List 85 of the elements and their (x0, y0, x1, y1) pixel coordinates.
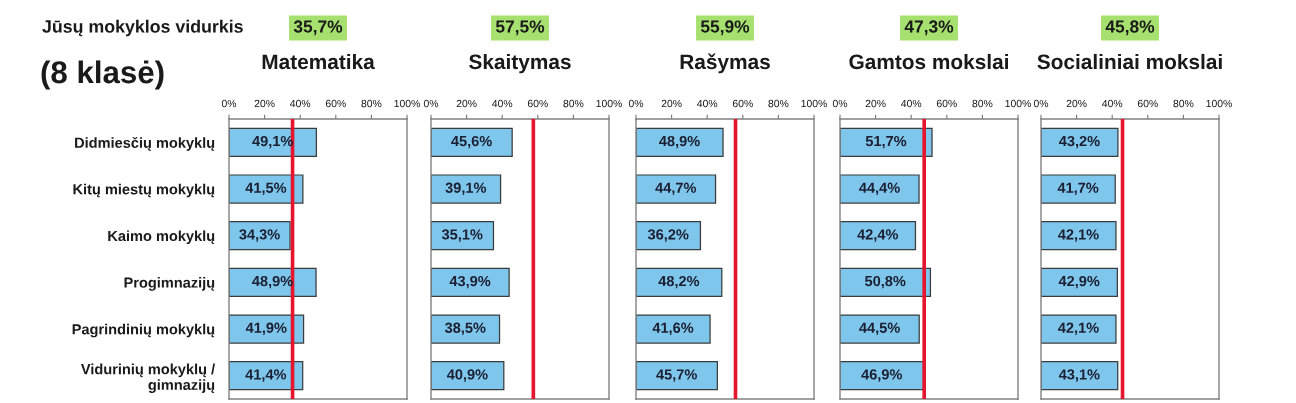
x-tick-label: 60% (325, 99, 346, 108)
bar (636, 267, 723, 297)
x-tick-label: 80% (972, 99, 993, 108)
y-tick-label: Didmiesčių mokyklų (75, 136, 215, 151)
data-label: 42,1% (1058, 229, 1099, 242)
data-label: 41,4% (245, 369, 287, 382)
text: 47,3% (904, 20, 954, 36)
y-tick-label: Pagrindinių mokyklų (72, 323, 215, 338)
x-tick-label: 100% (801, 99, 827, 108)
x-tick-label: 60% (527, 99, 548, 108)
y-tick-label: Vidurinių mokyklų / gimnazijų (80, 363, 215, 393)
data-label: 43,2% (1058, 135, 1100, 149)
chart-title: Socialiniai mokslai (1037, 53, 1222, 70)
x-tick-label: 20% (865, 99, 886, 108)
data-label: 44,7% (655, 182, 697, 196)
x-tick-label: 100% (394, 99, 420, 108)
x-tick-label: 60% (1137, 99, 1158, 108)
x-tick-label: 20% (1066, 99, 1087, 108)
y-tick-label: Kitų miestų mokyklų (73, 183, 215, 198)
data-label: 46,9% (861, 369, 903, 382)
chart-title: Skaitymas (469, 53, 571, 74)
data-label: 44,4% (859, 182, 900, 196)
data-label: 42,1% (1058, 322, 1099, 336)
data-label: 48,9% (659, 135, 700, 149)
data-label: 39,1% (445, 182, 487, 196)
x-tick-label: 40% (1102, 99, 1123, 108)
x-tick-label: 100% (1206, 99, 1232, 108)
x-tick-label: 0% (221, 99, 237, 108)
data-label: 44,5% (859, 322, 900, 336)
y-tick-label: Progimnazijų (124, 277, 215, 291)
bar (636, 127, 724, 157)
data-label: 43,1% (1058, 369, 1100, 382)
data-label: 36,2% (647, 229, 689, 242)
bar (636, 361, 718, 391)
bar (840, 221, 917, 251)
x-tick-label: 100% (596, 99, 622, 108)
x-tick-label: 40% (697, 99, 718, 108)
text: 55,9% (700, 20, 750, 36)
data-label: 45,7% (656, 369, 697, 382)
chart-title: Rašymas (680, 53, 770, 74)
chart-title: Gamtos mokslai (849, 53, 1008, 70)
x-tick-label: 80% (1173, 99, 1194, 108)
x-tick-label: 60% (936, 99, 957, 108)
data-label: 41,5% (245, 182, 287, 196)
data-label: 35,1% (441, 229, 483, 242)
x-tick-label: 0% (628, 99, 644, 108)
chart-title: Matematika (262, 53, 375, 70)
data-label: 40,9% (446, 369, 488, 382)
data-label: 41,9% (245, 322, 287, 336)
bar (840, 174, 920, 204)
bar (636, 314, 711, 344)
x-tick-label: 0% (1033, 99, 1049, 108)
x-tick-label: 80% (563, 99, 584, 108)
data-label: 41,6% (652, 322, 694, 336)
x-tick-label: 40% (290, 99, 311, 108)
data-label: 38,5% (444, 322, 486, 336)
text: (8 klasė) (41, 60, 164, 90)
data-label: 51,7% (865, 135, 907, 149)
x-tick-label: 60% (732, 99, 753, 108)
data-label: 41,7% (1057, 182, 1099, 196)
data-label: 42,4% (857, 229, 899, 242)
text: Jūsų mokyklos vidurkis (42, 19, 243, 37)
text: 35,7% (293, 20, 343, 36)
bar (636, 174, 717, 204)
text: 57,5% (495, 20, 545, 36)
text: 45,8% (1105, 20, 1155, 36)
data-label: 50,8% (864, 275, 906, 289)
data-label: 42,9% (1058, 275, 1100, 289)
x-tick-label: 100% (1005, 99, 1031, 108)
x-tick-label: 40% (492, 99, 513, 108)
data-label: 45,6% (451, 135, 492, 149)
data-label: 34,3% (239, 229, 280, 242)
bar (229, 174, 304, 204)
x-tick-label: 20% (254, 99, 275, 108)
bar (840, 314, 920, 344)
data-label: 43,9% (449, 275, 491, 289)
data-label: 48,2% (658, 275, 700, 289)
x-tick-label: 0% (832, 99, 848, 108)
y-tick-label: Kaimo mokyklų (108, 230, 215, 244)
x-tick-label: 20% (661, 99, 682, 108)
x-tick-label: 80% (361, 99, 382, 108)
x-tick-label: 40% (901, 99, 922, 108)
x-tick-label: 80% (768, 99, 789, 108)
x-tick-label: 20% (456, 99, 477, 108)
x-tick-label: 0% (423, 99, 439, 108)
